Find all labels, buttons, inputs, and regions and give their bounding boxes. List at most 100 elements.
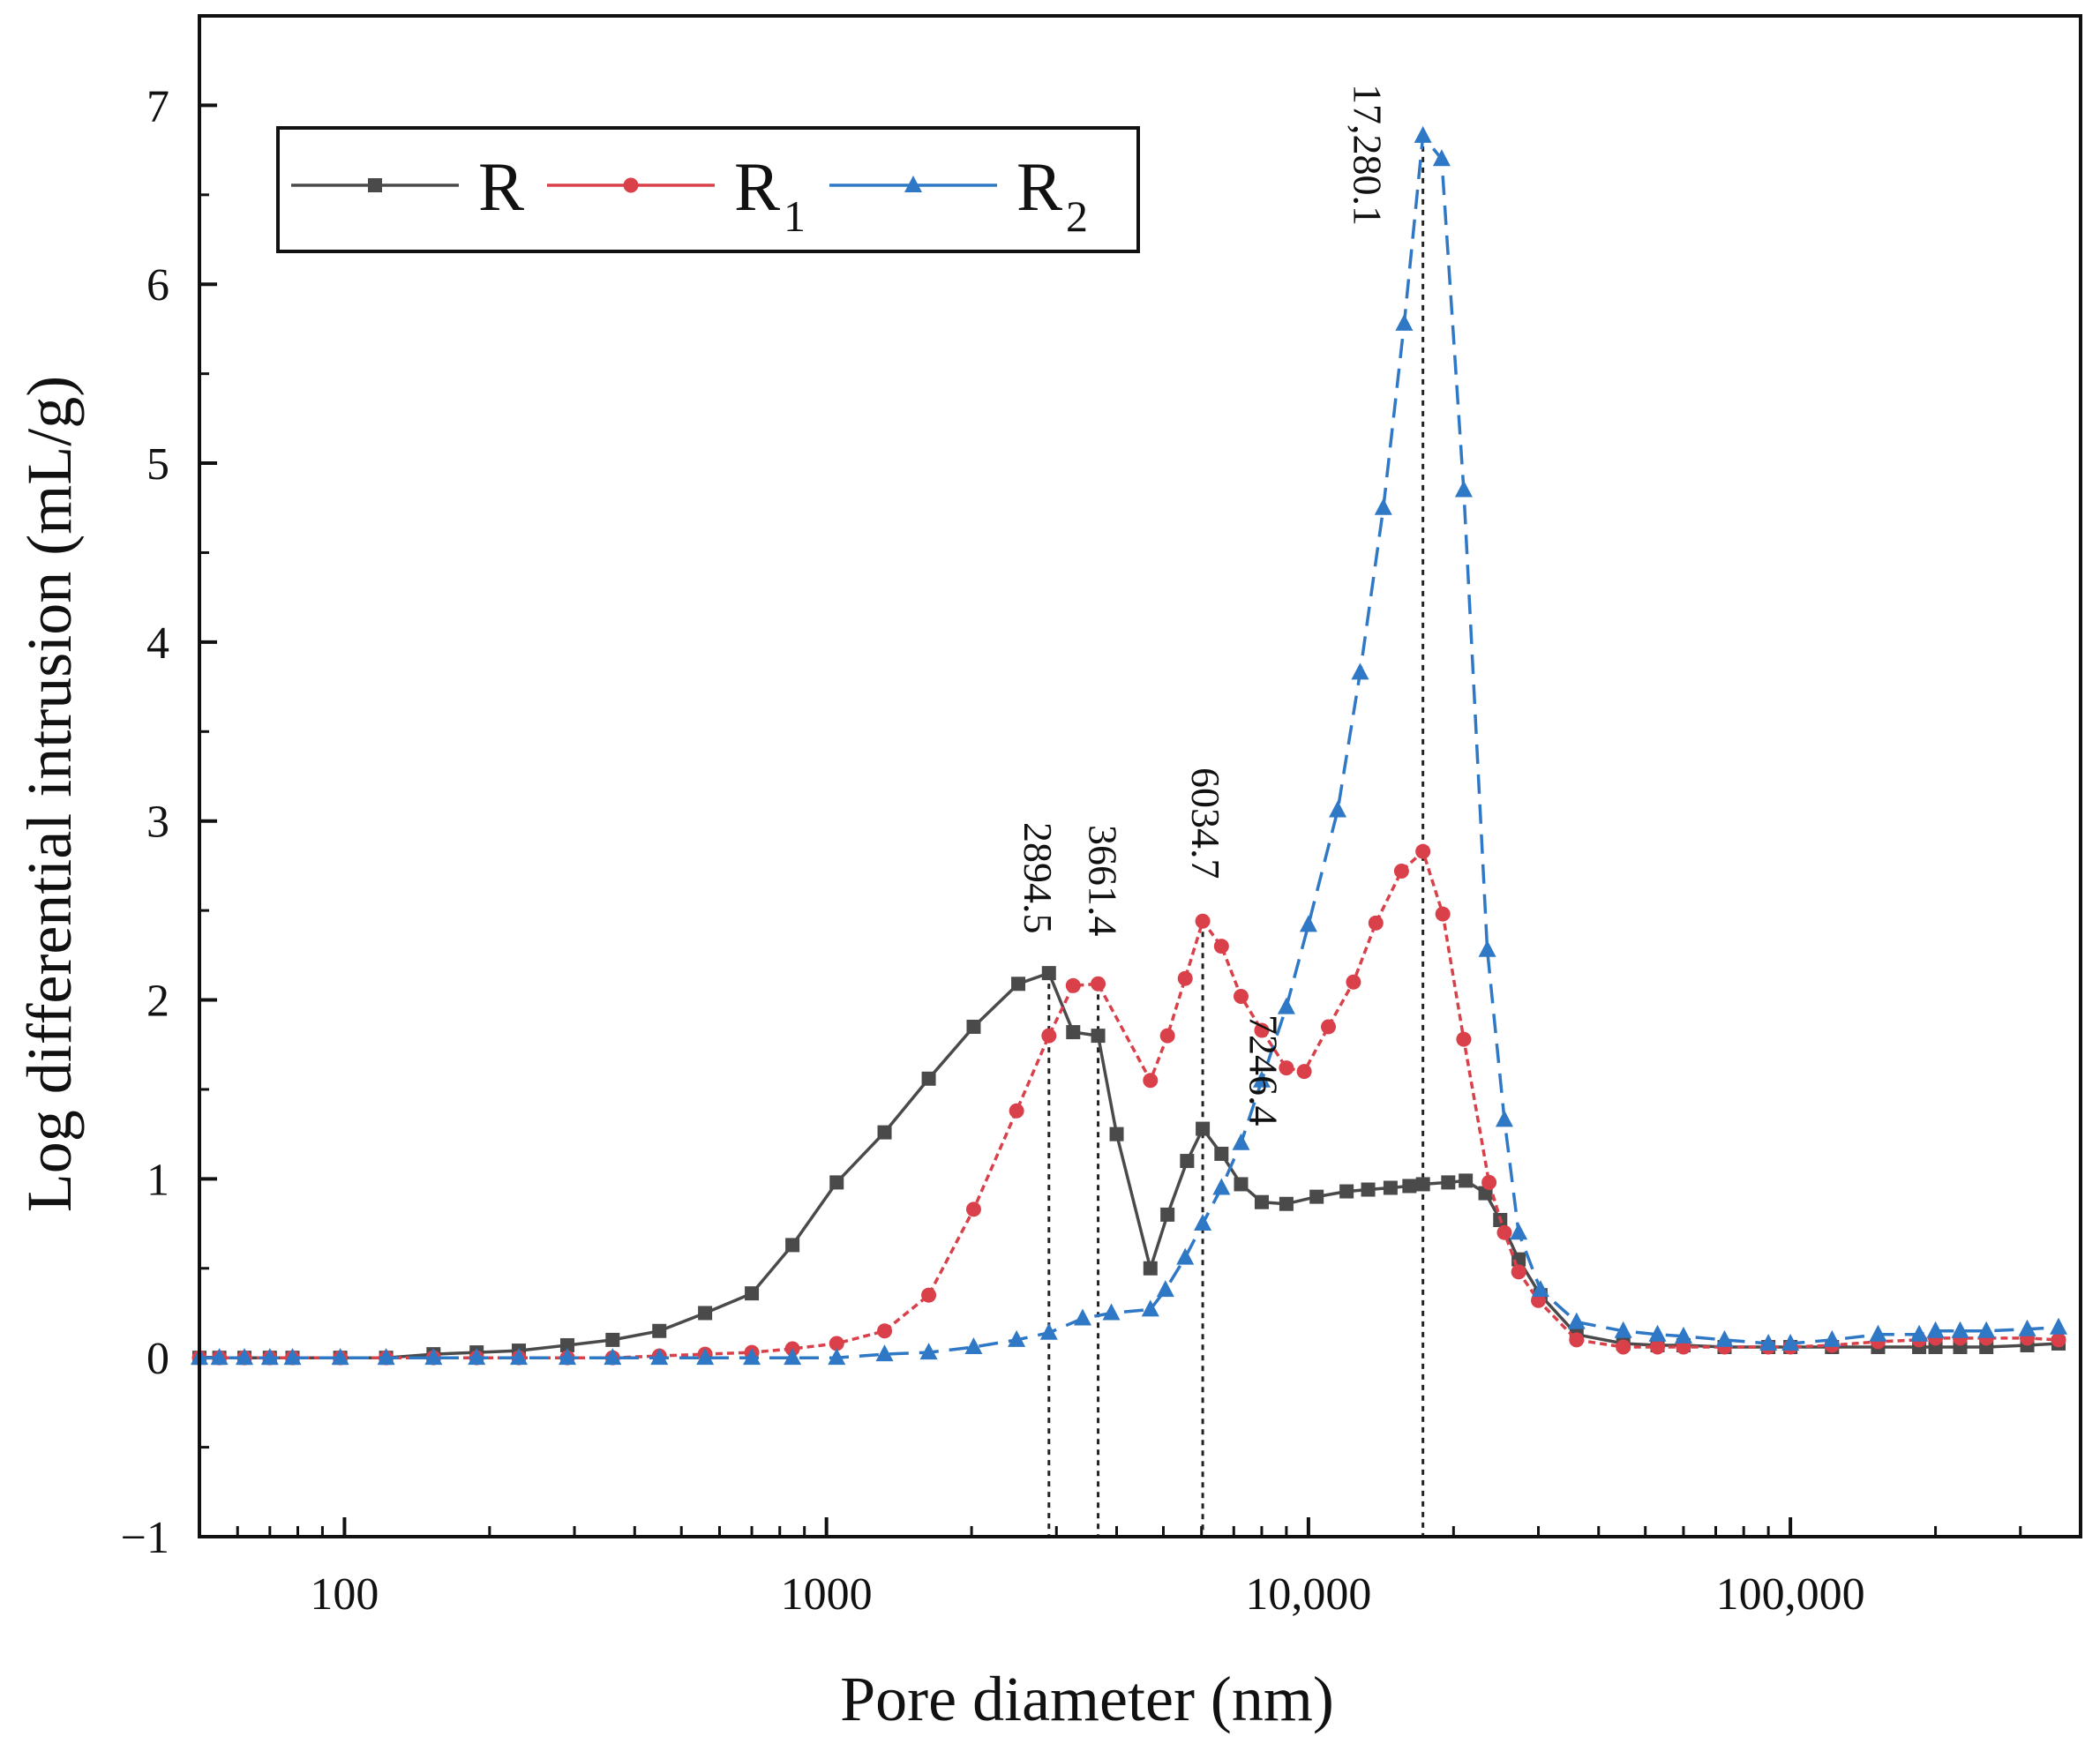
data-point xyxy=(696,1348,715,1366)
legend-label: R xyxy=(734,148,780,225)
data-point xyxy=(785,1238,800,1253)
data-point xyxy=(1441,1175,1456,1190)
data-point xyxy=(1648,1324,1667,1342)
data-point xyxy=(1481,1174,1497,1190)
y-axis-title: Log differential intrusion (mL/g) xyxy=(14,376,85,1212)
data-point xyxy=(1432,149,1451,167)
x-axis-title: Pore diameter (nm) xyxy=(840,1664,1334,1734)
data-point xyxy=(1616,1339,1631,1355)
data-point xyxy=(605,1332,620,1347)
data-point xyxy=(1650,1339,1666,1355)
data-point xyxy=(1459,1173,1474,1188)
data-point xyxy=(1435,906,1451,922)
data-point xyxy=(743,1348,761,1366)
data-point xyxy=(1279,1196,1294,1211)
data-point xyxy=(652,1323,667,1338)
data-point xyxy=(1383,1180,1398,1195)
data-point xyxy=(1395,313,1414,331)
y-tick-label: 6 xyxy=(146,260,169,311)
data-point xyxy=(2051,1332,2066,1348)
data-point xyxy=(1869,1324,1887,1342)
y-tick-label: 5 xyxy=(146,439,169,490)
data-point xyxy=(1176,1247,1195,1265)
data-point xyxy=(1321,1019,1337,1035)
data-point xyxy=(604,1348,622,1366)
legend-box xyxy=(276,126,1140,253)
y-tick-label: 1 xyxy=(146,1155,169,1205)
data-point xyxy=(1823,1329,1841,1347)
data-point xyxy=(1159,1028,1175,1044)
data-point xyxy=(283,1348,302,1366)
data-point xyxy=(210,1348,229,1366)
legend-label: R xyxy=(478,148,524,225)
plot-area: −1 0 1 2 3 4 5 6 7 100 1000 10,000 100,000 2894.5 36… xyxy=(121,14,2082,1620)
annotation-label: 6034.7 xyxy=(1183,767,1228,879)
data-point xyxy=(875,1344,894,1362)
data-point xyxy=(1065,977,1081,993)
data-point xyxy=(921,1071,936,1086)
data-point xyxy=(1143,1073,1159,1089)
data-point xyxy=(559,1348,577,1366)
data-point xyxy=(877,1323,893,1339)
data-point xyxy=(1351,662,1369,680)
data-point xyxy=(1009,1103,1024,1119)
data-point xyxy=(510,1348,529,1366)
y-tick-label: 2 xyxy=(146,977,169,1027)
data-point xyxy=(1213,939,1229,954)
data-point xyxy=(1180,1154,1195,1169)
data-point xyxy=(1361,1182,1376,1197)
data-point xyxy=(1011,977,1026,992)
data-point xyxy=(1008,1329,1026,1347)
y-tick-label: 3 xyxy=(146,797,169,848)
data-point xyxy=(1212,1178,1231,1195)
data-point xyxy=(877,1125,892,1140)
data-point xyxy=(331,1348,349,1366)
data-point xyxy=(1415,843,1431,859)
data-point xyxy=(2050,1317,2068,1335)
data-point xyxy=(1569,1332,1585,1348)
legend-marker xyxy=(368,178,382,192)
data-point xyxy=(1402,1179,1417,1194)
legend-label: R xyxy=(1016,148,1062,225)
data-point xyxy=(260,1348,279,1366)
data-point xyxy=(1510,1223,1528,1240)
data-point xyxy=(1143,1261,1158,1276)
data-point xyxy=(650,1348,669,1366)
data-point xyxy=(1066,1025,1081,1040)
data-point xyxy=(1195,913,1211,929)
legend-item: R xyxy=(291,148,524,225)
data-point xyxy=(1141,1299,1159,1317)
legend-label-subscript: 1 xyxy=(784,191,806,241)
x-tick-label: 10,000 xyxy=(1245,1569,1371,1620)
data-point xyxy=(1041,966,1056,981)
data-point xyxy=(1910,1324,1929,1342)
data-point xyxy=(468,1348,486,1366)
data-point xyxy=(1309,1189,1324,1204)
data-point xyxy=(1393,863,1409,879)
y-tick-label: 0 xyxy=(146,1334,169,1384)
data-point xyxy=(1254,1022,1270,1038)
data-point xyxy=(829,1336,844,1351)
data-point xyxy=(1496,1224,1512,1240)
data-point xyxy=(1156,1280,1174,1298)
data-point xyxy=(1531,1280,1549,1298)
data-point xyxy=(1160,1207,1175,1222)
data-point xyxy=(1232,1133,1250,1150)
data-point xyxy=(829,1175,844,1190)
data-point xyxy=(1254,1194,1269,1209)
data-point xyxy=(965,1201,981,1217)
data-point xyxy=(1414,125,1432,143)
data-point xyxy=(1511,1264,1526,1280)
data-point xyxy=(1478,939,1496,957)
data-point xyxy=(784,1348,802,1366)
data-point xyxy=(2018,1319,2036,1336)
data-point xyxy=(1299,915,1317,932)
data-point xyxy=(966,1019,981,1034)
x-tick-label: 100,000 xyxy=(1716,1569,1865,1620)
data-point xyxy=(1495,1110,1513,1127)
data-point xyxy=(1073,1308,1091,1326)
y-axis-ticks: −1 0 1 2 3 4 5 6 7 xyxy=(121,81,217,1563)
data-point xyxy=(1277,997,1295,1014)
